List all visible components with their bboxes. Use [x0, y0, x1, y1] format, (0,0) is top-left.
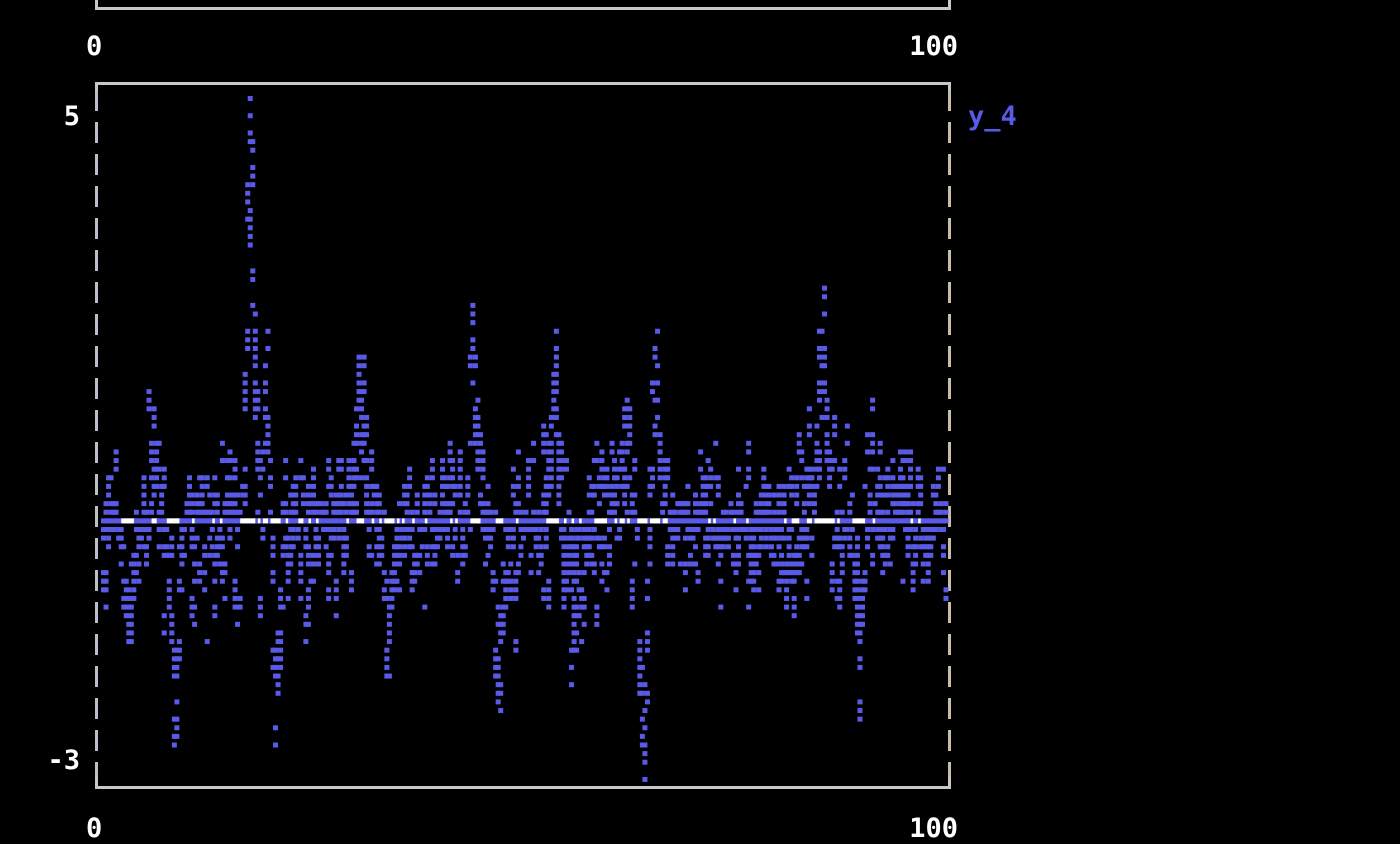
upper-panel-left-corner	[95, 0, 98, 10]
main-panel-right-axis	[948, 90, 951, 790]
main-panel-top-right-corner	[948, 82, 951, 92]
main-panel-left-axis	[95, 90, 98, 790]
x-tick-left: 0	[86, 813, 103, 844]
main-panel-top-rule	[95, 82, 951, 85]
series-legend-label-y4: y_4	[968, 101, 1017, 132]
main-panel-bottom-rule	[95, 786, 951, 789]
main-panel-bottom-right-corner	[948, 777, 951, 787]
upper-panel-x-tick-right: 100	[909, 31, 958, 62]
x-tick-right: 100	[909, 813, 958, 844]
y-tick-bottom: -3	[47, 745, 80, 776]
upper-panel-bottom-rule	[95, 7, 951, 10]
main-panel-top-left-corner	[95, 82, 98, 92]
main-panel-bottom-left-corner	[95, 777, 98, 787]
upper-panel-x-tick-left: 0	[86, 31, 103, 62]
upper-panel-right-corner	[948, 0, 951, 10]
y-tick-top: 5	[63, 101, 80, 132]
